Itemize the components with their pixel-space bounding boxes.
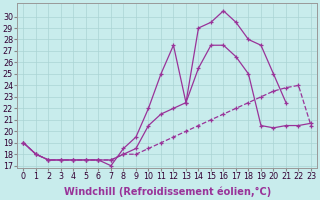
X-axis label: Windchill (Refroidissement éolien,°C): Windchill (Refroidissement éolien,°C) bbox=[64, 187, 271, 197]
